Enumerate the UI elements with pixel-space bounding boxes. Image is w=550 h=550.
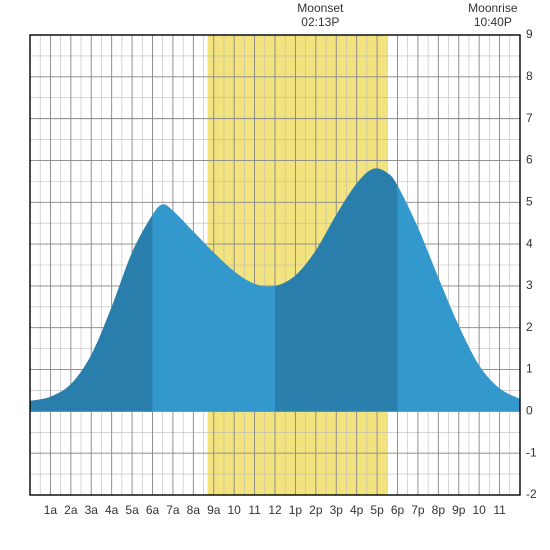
moonrise-label: Moonrise	[468, 1, 518, 15]
y-tick-label: 0	[526, 404, 533, 418]
y-tick-label: 2	[526, 320, 533, 334]
moonset-time: 02:13P	[301, 15, 339, 29]
y-tick-label: 3	[526, 278, 533, 292]
y-tick-label: 4	[526, 236, 533, 250]
x-tick-label: 1a	[44, 503, 58, 517]
x-tick-label: 11	[248, 503, 261, 517]
y-tick-label: 8	[526, 69, 533, 83]
moonrise-time: 10:40P	[474, 15, 512, 29]
x-tick-label: 2a	[64, 503, 78, 517]
x-tick-label: 8p	[432, 503, 446, 517]
x-tick-label: 10	[227, 503, 241, 517]
x-tick-label: 9p	[452, 503, 466, 517]
moonset-label: Moonset	[297, 1, 344, 15]
tide-chart: { "chart": { "type": "area", "width": 55…	[0, 0, 550, 550]
x-tick-label: 10	[472, 503, 486, 517]
x-tick-label: 4p	[350, 503, 364, 517]
x-tick-label: 4a	[105, 503, 119, 517]
x-tick-label: 8a	[187, 503, 201, 517]
x-tick-label: 6a	[146, 503, 160, 517]
chart-svg: -2-101234567891a2a3a4a5a6a7a8a9a1011121p…	[0, 0, 550, 550]
x-tick-label: 3p	[330, 503, 344, 517]
y-tick-label: -2	[526, 487, 537, 501]
x-tick-label: 6p	[391, 503, 405, 517]
x-tick-label: 7p	[411, 503, 425, 517]
y-tick-label: 1	[526, 362, 533, 376]
x-tick-label: 2p	[309, 503, 323, 517]
y-tick-label: 5	[526, 194, 533, 208]
y-tick-label: 7	[526, 111, 533, 125]
x-tick-label: 1p	[289, 503, 303, 517]
y-tick-label: 6	[526, 153, 533, 167]
y-tick-label: -1	[526, 445, 537, 459]
x-tick-label: 9a	[207, 503, 221, 517]
x-tick-label: 12	[268, 503, 282, 517]
x-tick-label: 7a	[166, 503, 180, 517]
y-tick-label: 9	[526, 27, 533, 41]
x-tick-label: 5a	[125, 503, 139, 517]
x-tick-label: 5p	[370, 503, 384, 517]
x-tick-label: 3a	[85, 503, 99, 517]
x-tick-label: 11	[493, 503, 506, 517]
